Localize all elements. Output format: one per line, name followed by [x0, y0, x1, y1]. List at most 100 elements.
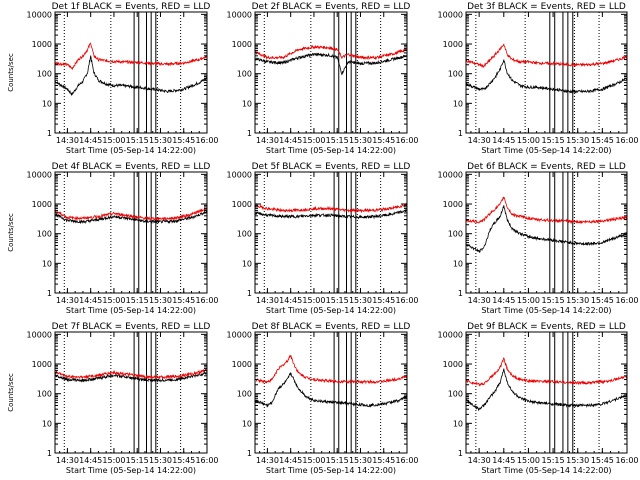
y-tick-label: 10000	[227, 330, 252, 339]
panel-9: Det 9f BLACK = Events, RED = LLD 1 10 100 10…	[438, 322, 639, 475]
y-tick-label: 1000	[32, 40, 52, 49]
y-axis-label: Counts/sec	[7, 213, 15, 252]
x-axis-label: Start Time (05-Sep-14 14:22:00)	[481, 146, 611, 155]
x-tick-label: 15:45	[372, 456, 395, 465]
series-line-events	[465, 59, 628, 94]
y-tick-label: 100	[37, 70, 52, 79]
panel-7: Det 7f BLACK = Events, RED = LLD 1 10 100 10…	[7, 322, 219, 475]
plot-frame	[54, 11, 208, 134]
y-tick-label: 1	[458, 289, 463, 298]
x-tick-label: 15:00	[302, 456, 325, 465]
x-tick-label: 14:45	[492, 296, 515, 305]
x-tick-label: 14:45	[492, 136, 515, 145]
x-tick-label: 15:15	[126, 456, 149, 465]
x-tick-label: 14:30	[256, 456, 279, 465]
panel-title: Det 7f BLACK = Events, RED = LLD	[52, 322, 211, 332]
x-tick-label: 16:00	[395, 456, 418, 465]
panel-1: Det 1f BLACK = Events, RED = LLD 1 10 100 10…	[7, 2, 219, 155]
y-tick-label: 1	[247, 129, 252, 138]
y-tick-label: 10	[242, 259, 252, 268]
x-tick-label: 14:30	[56, 456, 79, 465]
x-tick-label: 14:45	[279, 296, 302, 305]
plot-frame	[54, 171, 208, 294]
x-tick-label: 15:15	[542, 456, 565, 465]
x-axis-label: Start Time (05-Sep-14 14:22:00)	[266, 466, 396, 475]
x-tick-label: 15:00	[302, 136, 325, 145]
y-tick-label: 10	[42, 259, 52, 268]
x-tick-label: 15:30	[349, 296, 372, 305]
panel-2: Det 2f BLACK = Events, RED = LLD 1 10 100 10…	[227, 2, 419, 155]
plot-frame	[465, 171, 628, 294]
series-line-lld	[254, 202, 407, 214]
series-line-lld	[254, 355, 408, 385]
x-tick-label: 14:45	[79, 136, 102, 145]
y-tick-label: 100	[448, 70, 463, 79]
y-tick-label: 100	[448, 390, 463, 399]
x-axis-label: Start Time (05-Sep-14 14:22:00)	[481, 466, 611, 475]
y-tick-label: 100	[237, 390, 252, 399]
x-axis-label: Start Time (05-Sep-14 14:22:00)	[66, 146, 196, 155]
panel-title: Det 3f BLACK = Events, RED = LLD	[467, 2, 626, 12]
x-tick-label: 14:30	[468, 136, 491, 145]
x-tick-label: 14:45	[79, 296, 102, 305]
y-tick-label: 1000	[232, 360, 252, 369]
y-tick-label: 1000	[32, 200, 52, 209]
y-tick-label: 1	[247, 449, 252, 458]
series-line-lld	[465, 196, 628, 225]
plot-frame	[54, 331, 208, 454]
x-tick-label: 14:30	[56, 296, 79, 305]
panel-title: Det 9f BLACK = Events, RED = LLD	[467, 322, 626, 332]
x-tick-label: 15:30	[349, 136, 372, 145]
x-tick-label: 14:45	[79, 456, 102, 465]
series-line-lld	[465, 357, 628, 387]
x-tick-label: 15:30	[149, 296, 172, 305]
y-tick-label: 10000	[27, 330, 52, 339]
x-tick-label: 15:00	[517, 456, 540, 465]
x-tick-label: 14:30	[256, 296, 279, 305]
series-line-events	[254, 209, 408, 220]
x-tick-label: 15:45	[591, 296, 614, 305]
y-axis-label: Counts/sec	[7, 53, 15, 92]
y-tick-label: 1000	[443, 200, 463, 209]
panel-title: Det 4f BLACK = Events, RED = LLD	[52, 162, 211, 172]
x-tick-label: 15:45	[372, 136, 395, 145]
x-tick-label: 15:45	[591, 456, 614, 465]
series-line-events	[54, 209, 208, 225]
y-tick-label: 10000	[27, 10, 52, 19]
x-tick-label: 15:00	[102, 456, 125, 465]
y-tick-label: 10000	[227, 10, 252, 19]
panel-4: Det 4f BLACK = Events, RED = LLD 1 10 100 10…	[7, 162, 219, 315]
x-tick-label: 15:30	[149, 456, 172, 465]
plot-frame	[254, 11, 408, 134]
x-tick-label: 16:00	[615, 296, 638, 305]
x-tick-label: 15:00	[302, 296, 325, 305]
panel-6: Det 6f BLACK = Events, RED = LLD 1 10 100 10…	[438, 162, 639, 315]
y-tick-label: 1000	[443, 40, 463, 49]
x-tick-label: 15:30	[349, 456, 372, 465]
series-line-lld	[255, 44, 408, 61]
x-tick-label: 15:45	[372, 296, 395, 305]
x-tick-label: 16:00	[615, 456, 638, 465]
x-axis-label: Start Time (05-Sep-14 14:22:00)	[266, 146, 396, 155]
x-tick-label: 15:15	[126, 136, 149, 145]
x-tick-label: 14:30	[56, 136, 79, 145]
x-tick-label: 15:30	[566, 136, 589, 145]
x-tick-label: 14:30	[468, 296, 491, 305]
y-tick-label: 1	[47, 129, 52, 138]
plot-frame	[465, 331, 628, 454]
series-line-events	[54, 370, 208, 383]
y-tick-label: 1000	[232, 200, 252, 209]
panel-title: Det 1f BLACK = Events, RED = LLD	[52, 2, 211, 12]
x-tick-label: 15:45	[172, 456, 195, 465]
x-tick-label: 16:00	[395, 136, 418, 145]
y-tick-label: 10000	[438, 170, 463, 179]
y-tick-label: 10000	[27, 170, 52, 179]
y-tick-label: 10	[42, 419, 52, 428]
y-tick-label: 1000	[443, 360, 463, 369]
x-axis-label: Start Time (05-Sep-14 14:22:00)	[66, 306, 196, 315]
x-tick-label: 16:00	[195, 456, 218, 465]
series-line-lld	[54, 206, 208, 221]
x-tick-label: 15:45	[172, 296, 195, 305]
x-tick-label: 14:30	[256, 136, 279, 145]
y-tick-label: 1	[458, 129, 463, 138]
